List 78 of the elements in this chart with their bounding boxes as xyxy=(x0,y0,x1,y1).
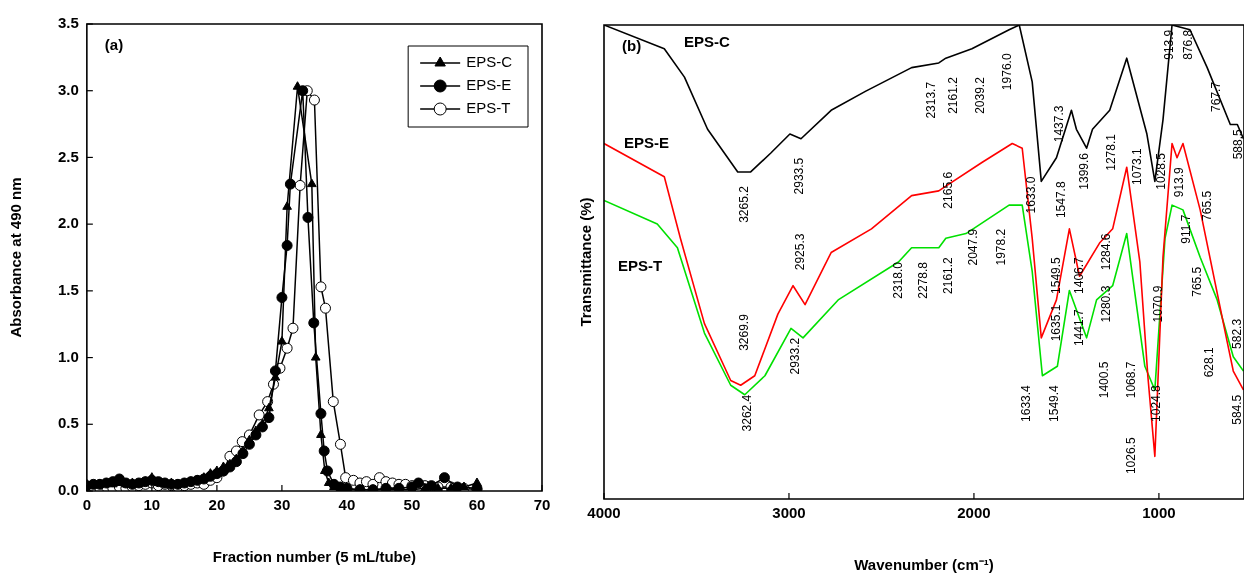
annotation: 2925.3 xyxy=(793,233,808,271)
annotation: (a) xyxy=(104,35,124,53)
y-tick-label: 1.0 xyxy=(57,347,79,365)
annotation: 588.5 xyxy=(1230,128,1244,160)
legend-label: EPS-T xyxy=(466,99,511,117)
annotation: 1549.5 xyxy=(1048,256,1063,294)
y-tick-label: 0.0 xyxy=(57,481,79,499)
y-axis-title: Transmittance (%) xyxy=(577,197,595,327)
annotation: 1028.5 xyxy=(1154,152,1169,190)
annotation: 584.5 xyxy=(1229,394,1244,425)
annotation: 2161.2 xyxy=(946,76,961,114)
annotation: (b) xyxy=(622,36,642,54)
annotation: 2933.2 xyxy=(788,337,803,375)
annotation: 913.9 xyxy=(1172,166,1187,198)
x-tick-label: 70 xyxy=(533,496,551,514)
x-tick-label: 50 xyxy=(403,496,421,514)
annotation: 3265.2 xyxy=(737,185,752,223)
y-tick-label: 1.5 xyxy=(57,281,79,298)
y-tick-label: 3.0 xyxy=(57,80,79,98)
annotation: 1547.8 xyxy=(1053,181,1068,219)
annotation: 1635.1 xyxy=(1048,304,1063,342)
annotation: 1070.9 xyxy=(1150,285,1165,323)
annotation: 1633.4 xyxy=(1019,384,1034,422)
annotation: 582.3 xyxy=(1229,318,1244,349)
annotation: 2161.2 xyxy=(941,256,956,294)
annotation: 1978.2 xyxy=(993,228,1008,266)
y-tick-label: 3.5 xyxy=(57,14,79,32)
annotation: 911.7 xyxy=(1179,214,1194,244)
annotation: 1633.0 xyxy=(1024,176,1039,214)
annotation: 876.8 xyxy=(1180,29,1195,60)
annotation: 3262.4 xyxy=(740,394,755,432)
series-label: EPS-C xyxy=(684,33,731,51)
series-label: EPS-T xyxy=(618,256,663,274)
annotation: 2313.7 xyxy=(923,81,938,119)
x-tick-label: 20 xyxy=(208,496,226,514)
legend-label: EPS-C xyxy=(466,53,513,71)
legend-label: EPS-E xyxy=(466,76,512,94)
annotation: 628.1 xyxy=(1202,347,1217,378)
annotation: 1278.1 xyxy=(1103,133,1118,171)
annotation: 3269.9 xyxy=(737,313,752,351)
x-axis-title: Fraction number (5 mL/tube) xyxy=(212,548,417,566)
annotation: 1549.4 xyxy=(1046,384,1061,422)
x-tick-label: 10 xyxy=(143,496,161,514)
annotation: 1400.5 xyxy=(1096,361,1111,399)
y-tick-label: 0.5 xyxy=(57,414,79,432)
annotation: 2039.2 xyxy=(973,76,988,114)
annotation: 1976.0 xyxy=(999,53,1014,91)
x-axis-title: Wavenumber (cm⁻¹) xyxy=(854,556,994,574)
x-tick-label: 0 xyxy=(82,496,92,514)
x-tick-label: 40 xyxy=(338,496,356,514)
y-tick-label: 2.0 xyxy=(57,214,79,232)
annotation: 2165.6 xyxy=(941,171,956,209)
x-tick-label: 4000 xyxy=(587,504,621,522)
annotation: 765.5 xyxy=(1189,266,1204,297)
x-tick-label: 60 xyxy=(468,496,486,514)
annotation: 2933.5 xyxy=(792,157,807,195)
x-tick-label: 30 xyxy=(273,496,291,514)
x-tick-label: 2000 xyxy=(957,504,991,522)
y-axis-title: Absorbance at 490 nm xyxy=(7,177,25,338)
annotation: 1437.3 xyxy=(1051,105,1066,143)
annotation: 1406.7 xyxy=(1071,256,1086,294)
annotation: 1280.3 xyxy=(1098,285,1113,323)
annotation: 2278.8 xyxy=(915,261,930,299)
annotation: 1284.6 xyxy=(1098,233,1113,271)
x-tick-label: 3000 xyxy=(772,504,806,522)
annotation: 1073.1 xyxy=(1130,147,1145,185)
annotation: 2047.9 xyxy=(966,228,981,266)
series-label: EPS-E xyxy=(624,133,670,151)
annotation: 767.7 xyxy=(1209,81,1224,112)
annotation: 1026.5 xyxy=(1124,437,1139,475)
annotation: 1068.7 xyxy=(1124,361,1139,399)
annotation: 765.5 xyxy=(1200,190,1215,221)
annotation: 2318.0 xyxy=(890,261,905,299)
x-tick-label: 1000 xyxy=(1142,504,1176,522)
annotation: 1441.7 xyxy=(1071,309,1086,347)
y-tick-label: 2.5 xyxy=(57,147,79,165)
annotation: 1024.8 xyxy=(1149,384,1164,422)
annotation: 1399.6 xyxy=(1076,152,1091,190)
